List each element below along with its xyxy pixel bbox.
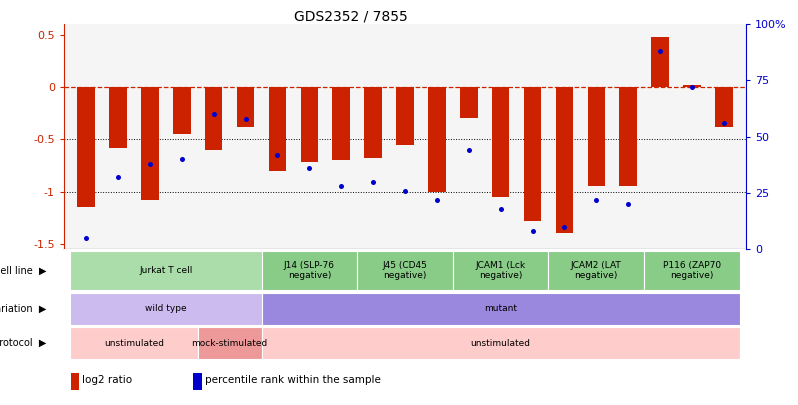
Text: wild type: wild type	[145, 304, 187, 313]
Bar	[365, 87, 382, 158]
Bar	[262, 327, 740, 359]
Text: JCAM1 (Lck
negative): JCAM1 (Lck negative)	[476, 261, 526, 280]
Bar	[269, 87, 286, 171]
Text: J14 (SLP-76
negative): J14 (SLP-76 negative)	[284, 261, 335, 280]
Point	[112, 174, 124, 180]
Text: unstimulated: unstimulated	[471, 339, 531, 347]
Point	[303, 165, 316, 171]
Text: P116 (ZAP70
negative): P116 (ZAP70 negative)	[663, 261, 721, 280]
Bar	[262, 251, 358, 290]
Bar	[109, 87, 127, 148]
Bar	[77, 87, 95, 207]
Bar	[358, 251, 452, 290]
Bar	[619, 87, 637, 186]
Point	[654, 48, 666, 55]
Text: protocol  ▶: protocol ▶	[0, 338, 47, 348]
Point	[80, 234, 93, 241]
Title: GDS2352 / 7855: GDS2352 / 7855	[294, 9, 407, 23]
Point	[271, 151, 284, 158]
Text: mock-stimulated: mock-stimulated	[192, 339, 268, 347]
Text: genotype/variation  ▶: genotype/variation ▶	[0, 304, 47, 314]
Bar	[198, 327, 262, 359]
Point	[430, 196, 443, 203]
Point	[685, 84, 698, 90]
Text: percentile rank within the sample: percentile rank within the sample	[205, 375, 381, 386]
Bar	[555, 87, 573, 233]
Bar	[548, 251, 644, 290]
Text: cell line  ▶: cell line ▶	[0, 265, 47, 275]
Text: unstimulated: unstimulated	[104, 339, 164, 347]
Point	[717, 120, 730, 126]
Bar	[452, 251, 548, 290]
Point	[558, 223, 571, 230]
Bar	[70, 251, 262, 290]
Point	[526, 228, 539, 234]
Point	[144, 160, 156, 167]
Bar	[301, 87, 318, 162]
Bar	[683, 85, 701, 87]
Bar	[70, 327, 198, 359]
Point	[494, 205, 507, 212]
Point	[335, 183, 348, 190]
Point	[176, 156, 188, 162]
Text: JCAM2 (LAT
negative): JCAM2 (LAT negative)	[571, 261, 622, 280]
Bar	[70, 293, 262, 324]
Bar	[141, 87, 159, 200]
Point	[207, 111, 220, 117]
Bar	[193, 373, 202, 390]
Bar	[651, 37, 669, 87]
Point	[622, 201, 634, 207]
Bar	[428, 87, 445, 192]
Point	[239, 115, 252, 122]
Bar	[205, 87, 223, 150]
Text: mutant: mutant	[484, 304, 517, 313]
Bar	[237, 87, 255, 127]
Bar	[644, 251, 740, 290]
Bar	[71, 373, 79, 390]
Bar	[262, 293, 740, 324]
Point	[367, 178, 380, 185]
Text: log2 ratio: log2 ratio	[82, 375, 132, 386]
Bar	[460, 87, 477, 118]
Bar	[715, 87, 733, 127]
Bar	[173, 87, 191, 134]
Bar	[587, 87, 605, 186]
Text: J45 (CD45
negative): J45 (CD45 negative)	[382, 261, 428, 280]
Bar	[523, 87, 541, 221]
Point	[398, 188, 412, 194]
Bar	[492, 87, 509, 197]
Bar	[333, 87, 350, 160]
Point	[462, 147, 475, 153]
Point	[590, 196, 602, 203]
Bar	[397, 87, 413, 145]
Text: Jurkat T cell: Jurkat T cell	[139, 266, 192, 275]
